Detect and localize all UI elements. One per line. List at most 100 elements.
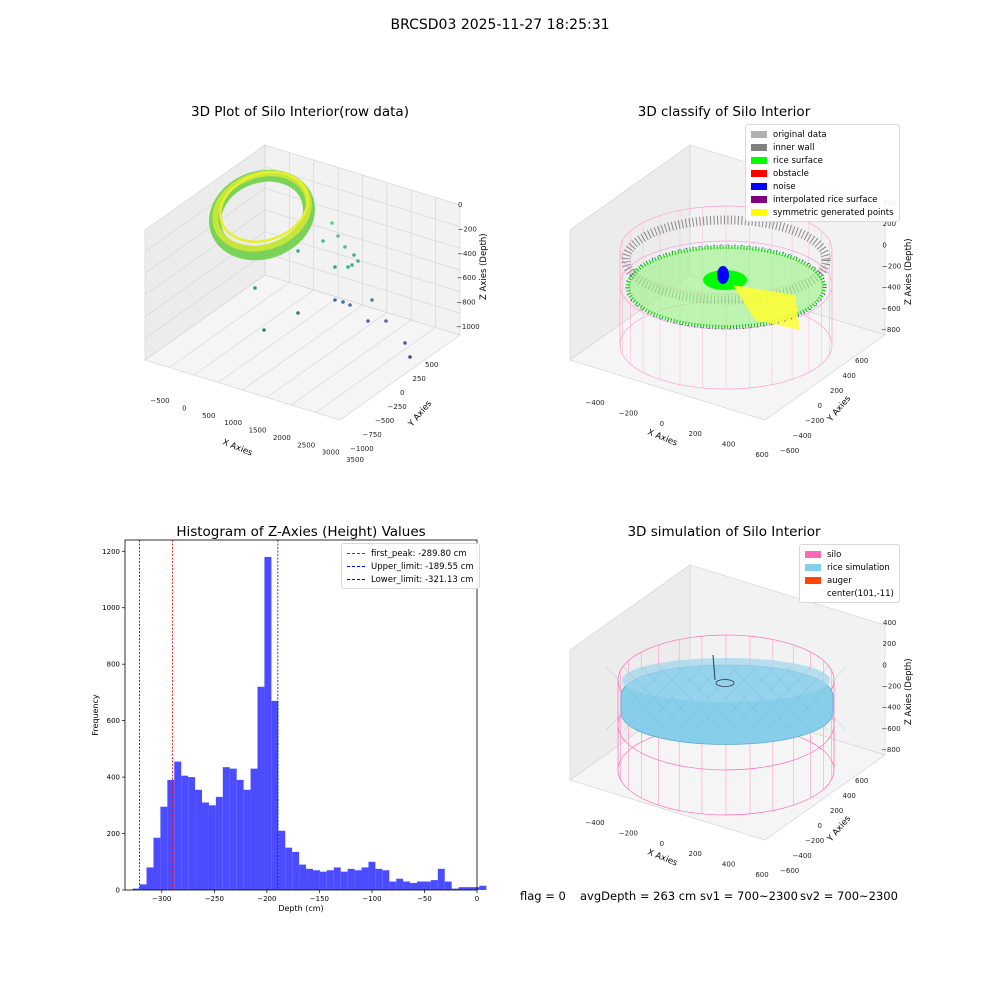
- raw-x-tick-label: −500: [150, 397, 169, 405]
- raw-scatter-point: [253, 286, 257, 290]
- histogram-y-label: Frequency: [91, 694, 100, 736]
- histogram-x-label: Depth (cm): [278, 904, 323, 913]
- histogram-bar: [146, 867, 154, 890]
- classify-z-tick-label: 200: [883, 220, 896, 228]
- raw-x-tick-label: 3500: [346, 456, 364, 464]
- histogram-bar: [160, 806, 168, 890]
- histogram-bar: [368, 861, 376, 890]
- raw-y-tick-label: 250: [413, 375, 426, 383]
- histogram-y-tick-label: 800: [107, 661, 120, 669]
- histogram-bar: [167, 779, 175, 890]
- classify-y-axis-label: Y Axies: [825, 394, 853, 425]
- simulation-legend: silo rice simulation auger center(101,-11): [799, 544, 900, 603]
- legend-swatch: [751, 131, 767, 138]
- simulation-x-tick-label: −400: [585, 819, 604, 827]
- simulation-z-tick-label: −600: [881, 725, 900, 733]
- histogram-legend-entry: Upper_limit: -189.55 cm: [347, 560, 474, 573]
- raw-y-tick-label: −250: [388, 403, 407, 411]
- raw-scatter-point: [333, 265, 337, 269]
- histogram-reference-lines: [139, 540, 279, 890]
- classify-y-tick-label: 200: [830, 387, 843, 395]
- raw-z-tick-label: −1000: [456, 323, 480, 331]
- raw-scan-ring: [209, 169, 315, 261]
- histogram-bar: [382, 870, 390, 890]
- histogram-bar: [153, 837, 161, 890]
- raw-scatter-point: [341, 300, 345, 304]
- histogram-bar: [465, 887, 473, 890]
- classify-x-tick-label: 0: [660, 420, 664, 428]
- legend-label: rice simulation: [827, 562, 890, 573]
- raw-scatter-point: [343, 245, 347, 249]
- histogram-bar: [264, 556, 272, 890]
- raw-z-axis-label: Z Axies (Depth): [479, 233, 489, 300]
- simulation-x-tick-labels: −400 −200 0 200 400 600: [585, 819, 768, 879]
- histogram-bar: [229, 768, 237, 890]
- raw-scatter-point: [336, 234, 340, 238]
- histogram-bar: [361, 867, 369, 890]
- histogram-bar: [306, 868, 313, 890]
- histogram-bar: [271, 700, 279, 890]
- raw-x-tick-label: 1500: [249, 427, 267, 435]
- histogram-bar: [208, 805, 216, 890]
- histogram-bar: [340, 871, 348, 890]
- simulation-y-tick-label: −200: [805, 837, 824, 845]
- histogram-bar: [472, 887, 480, 890]
- raw-y-tick-label: 0: [400, 389, 404, 397]
- simulation-z-axis-label: Z Axies (Depth): [904, 658, 914, 725]
- histogram-x-tick-label: −150: [310, 895, 329, 903]
- raw-x-tick-labels: −500 0 500 1000 1500 2000 2500 3000 3500: [150, 397, 364, 464]
- simulation-z-tick-label: −800: [881, 746, 900, 754]
- raw-y-axis-label: Y Axies: [406, 399, 434, 430]
- simulation-x-tick-label: −200: [619, 829, 638, 837]
- simulation-y-axis-label: Y Axies: [825, 814, 853, 845]
- raw-scatter-point: [348, 303, 352, 307]
- legend-entry: symmetric generated points: [751, 206, 894, 219]
- histogram-bar: [437, 868, 445, 890]
- simulation-y-tick-label: 0: [818, 822, 822, 830]
- legend-swatch: [751, 196, 767, 203]
- raw-z-tick-label: −400: [457, 250, 476, 258]
- raw-scatter-point: [370, 298, 374, 302]
- histogram-bar: [174, 761, 182, 890]
- classify-x-tick-label: −200: [619, 409, 638, 417]
- raw-scatter-point: [296, 311, 300, 315]
- classify-z-axis-label: Z Axies (Depth): [904, 238, 914, 305]
- histogram-bar: [299, 864, 307, 890]
- legend-entry: original data: [751, 128, 894, 141]
- classify-x-tick-label: 600: [755, 451, 768, 459]
- raw-plot-title: 3D Plot of Silo Interior(row data): [191, 104, 409, 120]
- raw-x-axis-label: X Axies: [221, 438, 254, 459]
- histogram-bar: [430, 880, 438, 890]
- legend-entry: interpolated rice surface: [751, 193, 894, 206]
- histogram-y-tick-label: 400: [107, 774, 120, 782]
- histogram-bar: [410, 882, 418, 890]
- legend-label: interpolated rice surface: [773, 194, 878, 205]
- histogram-bar: [333, 867, 341, 890]
- classify-z-tick-label: −800: [881, 326, 900, 334]
- histogram-y-tick-label: 1000: [102, 604, 120, 612]
- histogram-bar: [479, 885, 487, 890]
- simulation-z-tick-labels: 400 200 0 −200 −400 −600 −800: [881, 619, 901, 754]
- simulation-x-tick-label: 200: [689, 850, 702, 858]
- histogram-bar: [132, 888, 140, 890]
- histogram-x-tick-label: −100: [362, 895, 381, 903]
- legend-swatch: [751, 157, 767, 164]
- legend-entry: auger: [805, 574, 894, 587]
- histogram-bar: [396, 878, 404, 890]
- histogram-bar: [285, 847, 293, 890]
- classify-plot-title: 3D classify of Silo Interior: [637, 104, 811, 120]
- simulation-y-tick-label: 200: [830, 807, 843, 815]
- classify-x-tick-labels: −400 −200 0 200 400 600: [585, 399, 768, 459]
- classify-y-tick-label: −600: [780, 447, 799, 455]
- raw-scatter-point: [384, 319, 388, 323]
- raw-z-tick-label: 0: [458, 201, 462, 209]
- legend-swatch: [805, 551, 821, 558]
- status-flag: flag = 0: [520, 889, 566, 903]
- histogram-bar: [458, 887, 466, 890]
- histogram-bar: [417, 881, 424, 890]
- classify-z-tick-label: −400: [882, 284, 901, 292]
- histogram-bar: [451, 888, 459, 890]
- raw-z-tick-labels: 0 −200 −400 −600 −800 −1000: [456, 201, 480, 331]
